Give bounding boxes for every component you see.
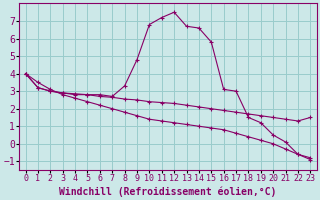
X-axis label: Windchill (Refroidissement éolien,°C): Windchill (Refroidissement éolien,°C) [59,186,277,197]
